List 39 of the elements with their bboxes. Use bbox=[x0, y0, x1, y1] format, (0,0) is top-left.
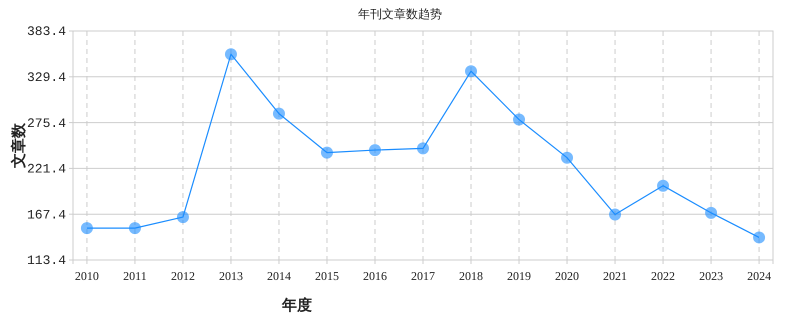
y-tick-label: 221.4 bbox=[26, 162, 66, 177]
point bbox=[705, 206, 718, 219]
point bbox=[753, 231, 766, 244]
y-tick-label: 383.4 bbox=[26, 24, 66, 40]
point bbox=[80, 222, 93, 234]
y-tick-label: 329.4 bbox=[26, 70, 66, 85]
y-axis-title: 文章数 bbox=[9, 122, 28, 169]
x-tick-label: 2022 bbox=[651, 269, 676, 284]
point bbox=[609, 208, 622, 221]
x-tick-label: 2012 bbox=[170, 269, 195, 284]
point bbox=[368, 144, 381, 156]
x-tick-label: 2018 bbox=[459, 269, 484, 284]
chart-title: 年刊文章数趋势 bbox=[358, 7, 442, 21]
x-tick-label: 2017 bbox=[411, 269, 435, 284]
point bbox=[513, 114, 526, 126]
x-tick-label: 2024 bbox=[747, 269, 772, 284]
point bbox=[465, 65, 478, 78]
y-tick-label: 275.4 bbox=[26, 116, 66, 131]
x-tick-label: 2020 bbox=[555, 269, 580, 284]
y-tick-label: 113.4 bbox=[26, 253, 66, 268]
point bbox=[272, 108, 285, 120]
point bbox=[561, 152, 574, 164]
x-tick-label: 2010 bbox=[74, 269, 99, 284]
point bbox=[417, 142, 429, 154]
x-tick-label: 2019 bbox=[507, 269, 532, 284]
point bbox=[320, 146, 333, 159]
x-tick-label: 2013 bbox=[218, 269, 243, 284]
x-tick-label: 2016 bbox=[362, 269, 387, 284]
point bbox=[176, 211, 189, 224]
point bbox=[657, 180, 670, 192]
point bbox=[224, 48, 237, 60]
x-tick-label: 2011 bbox=[123, 269, 147, 284]
x-axis-title: 年度 bbox=[281, 296, 312, 314]
y-tick-label: 167.4 bbox=[26, 207, 66, 222]
point bbox=[128, 222, 141, 234]
x-tick-label: 2014 bbox=[266, 269, 291, 284]
x-tick-label: 2023 bbox=[699, 269, 724, 284]
x-tick-label: 2021 bbox=[603, 269, 628, 284]
x-tick-label: 2015 bbox=[314, 269, 339, 284]
